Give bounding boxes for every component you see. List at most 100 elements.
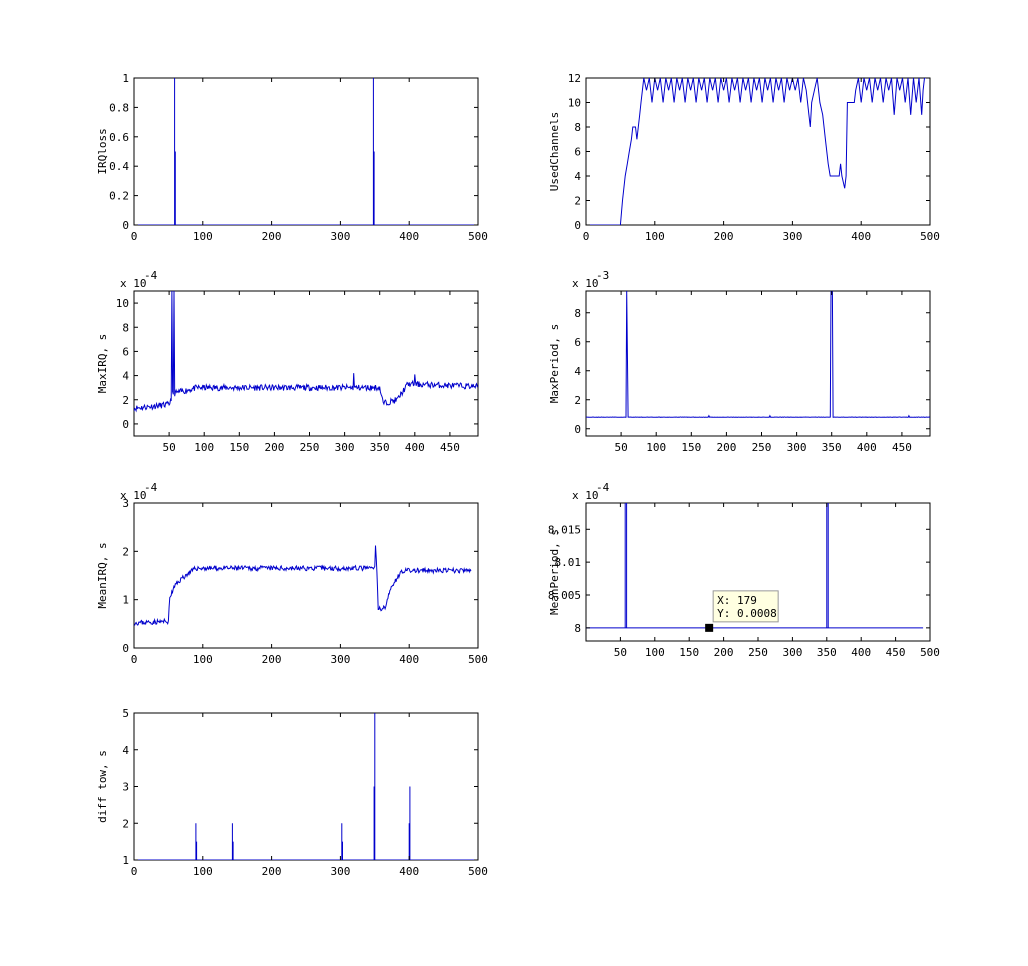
x-tick-label: 300	[787, 441, 807, 454]
x-tick-label: 400	[857, 441, 877, 454]
y-tick-label: 4	[122, 370, 129, 383]
y-tick-label: 8	[574, 121, 581, 134]
x-tick-label: 200	[262, 865, 282, 878]
subplot-5: 0 100 200 300 400 500 0 1 2 3 MeanIRQ, s x 10-4	[96, 481, 488, 666]
y-axis-label: diff tow, s	[96, 750, 109, 823]
x-tick-label: 300	[782, 646, 802, 659]
exponent-base: x 10	[120, 277, 147, 290]
datatip-x: X: 179	[717, 594, 757, 607]
y-tick-label: 4	[574, 365, 581, 378]
x-tick-label: 450	[892, 441, 912, 454]
x-tick-label: 50	[614, 441, 627, 454]
y-tick-label: 12	[568, 72, 581, 85]
x-tick-label: 150	[229, 441, 249, 454]
y-tick-label: 2	[122, 545, 129, 558]
series-line	[586, 503, 924, 629]
x-tick-label: 500	[920, 646, 940, 659]
y-tick-label: 8.01	[555, 556, 582, 569]
exponent-base: x 10	[572, 277, 599, 290]
subplot-4: 50 100 150 200 250 300 350 400 450 0 2 4 6 8 MaxPeriod…	[548, 269, 931, 454]
series-line	[134, 713, 478, 860]
y-tick-label: 8	[574, 622, 581, 635]
y-tick-label: 0	[574, 219, 581, 232]
y-tick-label: 0	[122, 418, 129, 431]
y-axis-label: MaxIRQ, s	[96, 334, 109, 394]
y-tick-label: 0	[122, 642, 129, 655]
y-tick-label: 8.015	[548, 523, 581, 536]
x-tick-label: 150	[681, 441, 701, 454]
subplot-3: 50 100 150 200 250 300 350 400 450 0 2 4 6 8 10 MaxIRQ,…	[96, 269, 479, 454]
x-tick-label: 400	[851, 646, 871, 659]
x-tick-label: 100	[193, 230, 213, 243]
x-tick-label: 250	[752, 441, 772, 454]
series-line	[134, 545, 472, 626]
y-tick-label: 6	[574, 336, 581, 349]
y-tick-label: 10	[568, 97, 581, 110]
x-tick-label: 450	[440, 441, 460, 454]
subplot-7: 0 100 200 300 400 500 1 2 3 4 5 diff tow, s	[96, 707, 488, 878]
x-tick-label: 500	[468, 653, 488, 666]
y-tick-label: 0.2	[109, 190, 129, 203]
x-tick-label: 0	[131, 653, 138, 666]
x-tick-label: 200	[262, 653, 282, 666]
x-tick-label: 200	[714, 230, 734, 243]
x-tick-label: 0	[583, 230, 590, 243]
y-tick-label: 0.6	[109, 131, 129, 144]
x-tick-label: 400	[405, 441, 425, 454]
x-tick-label: 300	[335, 441, 355, 454]
series-line	[134, 78, 478, 225]
y-tick-label: 1	[122, 72, 129, 85]
x-tick-label: 450	[886, 646, 906, 659]
x-tick-label: 200	[264, 441, 284, 454]
x-tick-label: 400	[399, 865, 419, 878]
x-tick-label: 350	[817, 646, 837, 659]
y-tick-label: 1	[122, 594, 129, 607]
x-tick-label: 50	[614, 646, 627, 659]
subplot-1: 0 100 200 300 400 500 0 0.2 0.4 0.6 0.8 1 IRQloss	[96, 72, 488, 243]
x-tick-label: 300	[330, 865, 350, 878]
y-tick-label: 5	[122, 707, 129, 720]
y-tick-label: 3	[122, 781, 129, 794]
exponent-power: -3	[596, 269, 609, 282]
y-axis-label: IRQloss	[96, 128, 109, 174]
exponent-base: x 10	[120, 489, 147, 502]
y-tick-label: 2	[122, 817, 129, 830]
y-tick-label: 2	[574, 195, 581, 208]
y-tick-label: 0	[122, 219, 129, 232]
x-tick-label: 100	[193, 653, 213, 666]
y-tick-label: 4	[122, 744, 129, 757]
y-axis-label: MeanIRQ, s	[96, 542, 109, 608]
axes-box	[585, 290, 931, 437]
series-line	[586, 291, 930, 418]
x-tick-label: 350	[822, 441, 842, 454]
x-tick-label: 100	[646, 441, 666, 454]
y-tick-label: 3	[122, 497, 129, 510]
x-tick-label: 100	[194, 441, 214, 454]
x-tick-label: 300	[330, 230, 350, 243]
y-tick-label: 4	[574, 170, 581, 183]
exponent-power: -4	[144, 481, 158, 494]
x-tick-label: 200	[262, 230, 282, 243]
y-tick-label: 8	[122, 321, 129, 334]
x-tick-label: 250	[748, 646, 768, 659]
datatip-box	[712, 590, 779, 623]
x-tick-label: 300	[330, 653, 350, 666]
x-tick-label: 0	[131, 230, 138, 243]
y-tick-label: 8.005	[548, 589, 581, 602]
x-tick-label: 200	[714, 646, 734, 659]
exponent-power: -4	[144, 269, 158, 282]
axes-box	[133, 712, 479, 861]
y-tick-label: 2	[122, 394, 129, 407]
x-tick-label: 400	[399, 230, 419, 243]
y-tick-label: 0.8	[109, 101, 129, 114]
datatip-y: Y: 0.0008	[717, 607, 777, 620]
datatip-marker[interactable]	[705, 623, 714, 632]
x-tick-label: 400	[851, 230, 871, 243]
y-axis-label: MaxPeriod, s	[548, 324, 561, 403]
x-tick-label: 150	[679, 646, 699, 659]
y-tick-label: 0.4	[109, 160, 129, 173]
exponent-power: -4	[596, 481, 610, 494]
y-tick-label: 6	[122, 345, 129, 358]
y-tick-label: 0	[574, 423, 581, 436]
